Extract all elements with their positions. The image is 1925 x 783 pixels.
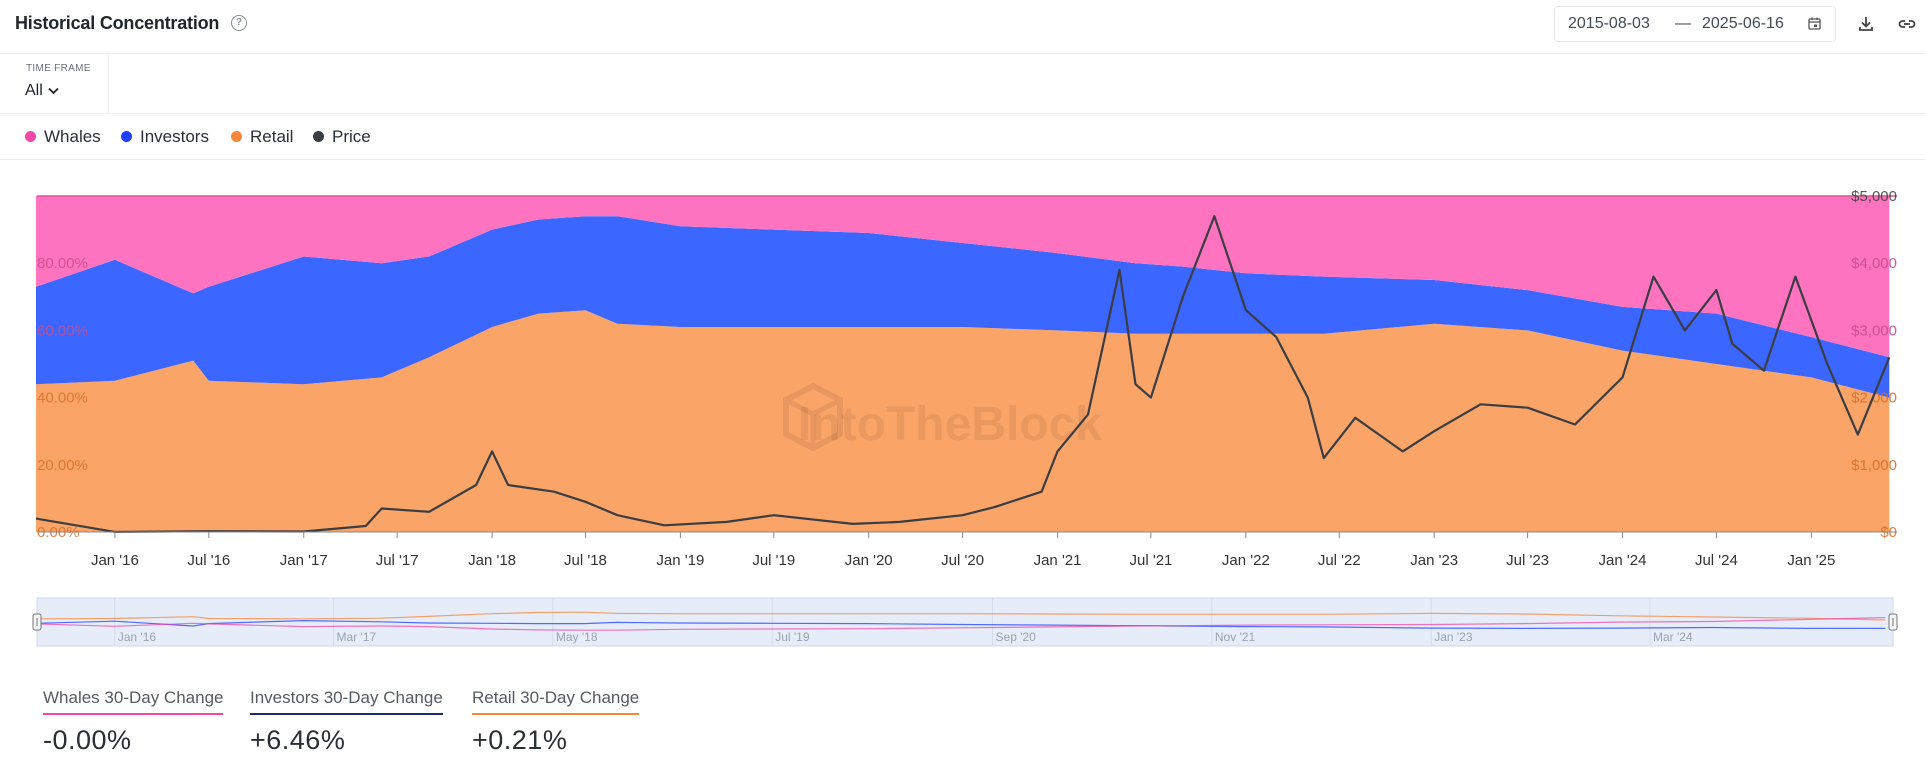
x-tick-label: Jan '22 <box>1222 552 1270 569</box>
stat-value-investors: +6.46% <box>250 725 346 755</box>
x-tick-label: Jan '17 <box>280 552 328 569</box>
stat-value-retail: +0.21% <box>472 725 568 755</box>
date-separator: — <box>1675 15 1691 32</box>
stat-value-whales: -0.00% <box>43 725 132 755</box>
date-start: 2015-08-03 <box>1568 15 1650 32</box>
x-tick-label: Jul '16 <box>187 552 230 569</box>
navigator-label: Sep '20 <box>996 630 1037 644</box>
x-tick-label: Jul '19 <box>752 552 795 569</box>
legend-label-investors: Investors <box>140 127 209 146</box>
stacked-areas <box>36 195 1897 532</box>
timeframe-selector[interactable]: TIME FRAME All <box>0 54 109 114</box>
legend-item-investors[interactable]: Investors <box>121 127 209 147</box>
x-tick-label: Jul '23 <box>1506 552 1549 569</box>
x-tick-label: Jan '23 <box>1410 552 1458 569</box>
navigator-background <box>36 597 1894 647</box>
question-circle-icon[interactable]: ? <box>231 15 247 31</box>
y-right-tick-label: $2,000 <box>1851 390 1897 407</box>
legend-label-price: Price <box>332 127 371 146</box>
y-right-tick-label: $1,000 <box>1851 457 1897 474</box>
navigator-label: Jan '16 <box>118 630 157 644</box>
legend-item-whales[interactable]: Whales <box>25 127 101 147</box>
x-tick-label: Jan '25 <box>1787 552 1835 569</box>
x-tick-label: Jan '19 <box>656 552 704 569</box>
x-tick-label: Jul '21 <box>1129 552 1172 569</box>
navigator-label: Nov '21 <box>1215 630 1256 644</box>
y-right-tick-label: $5,000 <box>1851 188 1897 205</box>
download-icon[interactable] <box>1856 14 1876 34</box>
navigator-series-retail <box>35 611 1886 621</box>
legend-dot-whales <box>25 130 36 142</box>
navigator-label: May '18 <box>556 630 598 644</box>
price-line <box>35 215 1891 533</box>
y-right-tick-label: $3,000 <box>1851 322 1897 339</box>
y-left-tick-label: 40.00% <box>37 390 88 407</box>
area-whales <box>36 196 1890 358</box>
legend-item-retail[interactable]: Retail <box>231 127 293 147</box>
chevron-down-icon[interactable] <box>48 87 59 95</box>
stat-investors: Investors 30-Day Change +6.46% <box>250 688 443 756</box>
stat-label-retail: Retail 30-Day Change <box>472 688 640 715</box>
navigator-label: Mar '24 <box>1653 630 1693 644</box>
divider <box>0 113 1925 114</box>
legend-label-whales: Whales <box>44 127 101 146</box>
concentration-chart[interactable]: IntoTheBlock 0.00%20.00%40.00%60.00%80.0… <box>0 160 1925 660</box>
x-tick-label: Jan '21 <box>1034 552 1082 569</box>
price-line-group <box>35 215 1891 533</box>
x-tick-label: Jul '24 <box>1695 552 1738 569</box>
legend-item-price[interactable]: Price <box>313 127 371 147</box>
navigator-label: Jul '19 <box>775 630 810 644</box>
header: Historical Concentration ? 2015-08-03 — … <box>0 0 1925 54</box>
divider <box>0 159 1925 160</box>
y-left-tick-label: 60.00% <box>37 322 88 339</box>
area-retail <box>36 310 1890 532</box>
page-title: Historical Concentration <box>15 13 220 33</box>
legend-dot-investors <box>121 130 132 142</box>
navigator-series-whales <box>35 617 1886 631</box>
link-icon[interactable] <box>1897 14 1917 34</box>
x-tick-label: Jan '16 <box>91 552 139 569</box>
x-tick-label: Jul '20 <box>941 552 984 569</box>
x-tick-label: Jan '18 <box>468 552 516 569</box>
legend-dot-retail <box>231 130 242 142</box>
stat-whales: Whales 30-Day Change -0.00% <box>43 688 224 756</box>
navigator[interactable]: Jan '16 Mar '17 May '18 Jul '19 Sep '20 Nov '… <box>32 597 1898 647</box>
y-axis-right: $0$1,000$2,000$3,000$4,000$5,000 <box>1851 188 1897 541</box>
navigator-series-investors <box>35 619 1886 630</box>
calendar-icon[interactable] <box>1808 17 1821 30</box>
legend-label-retail: Retail <box>250 127 294 146</box>
watermark: IntoTheBlock <box>798 398 1102 451</box>
legend-dot-price <box>313 130 324 142</box>
stat-retail: Retail 30-Day Change +0.21% <box>472 688 640 756</box>
x-tick-label: Jul '17 <box>376 552 419 569</box>
timeframe-value[interactable]: All <box>25 82 43 99</box>
x-tick-label: Jul '18 <box>564 552 607 569</box>
y-left-tick-label: 80.00% <box>37 255 88 272</box>
x-tick-label: Jan '20 <box>845 552 893 569</box>
stat-label-investors: Investors 30-Day Change <box>250 688 443 715</box>
navigator-label: Jan '23 <box>1434 630 1473 644</box>
date-end: 2025-06-16 <box>1702 15 1784 32</box>
navigator-label: Mar '17 <box>337 630 377 644</box>
y-right-tick-label: $4,000 <box>1851 255 1897 272</box>
x-axis: Jan '16 Jul '16 Jan '17 Jul '17 Jan '18 Jul '… <box>37 531 1897 569</box>
y-axis-left: 0.00%20.00%40.00%60.00%80.00% <box>37 255 88 541</box>
area-investors <box>36 216 1890 398</box>
date-range-picker[interactable]: 2015-08-03 — 2025-06-16 <box>1554 6 1836 42</box>
watermark-logo-icon <box>783 382 843 452</box>
x-tick-label: Jul '22 <box>1318 552 1361 569</box>
x-tick-label: Jan '24 <box>1599 552 1647 569</box>
stat-label-whales: Whales 30-Day Change <box>43 688 224 715</box>
timeframe-label: TIME FRAME <box>26 63 91 74</box>
y-left-tick-label: 20.00% <box>37 457 88 474</box>
